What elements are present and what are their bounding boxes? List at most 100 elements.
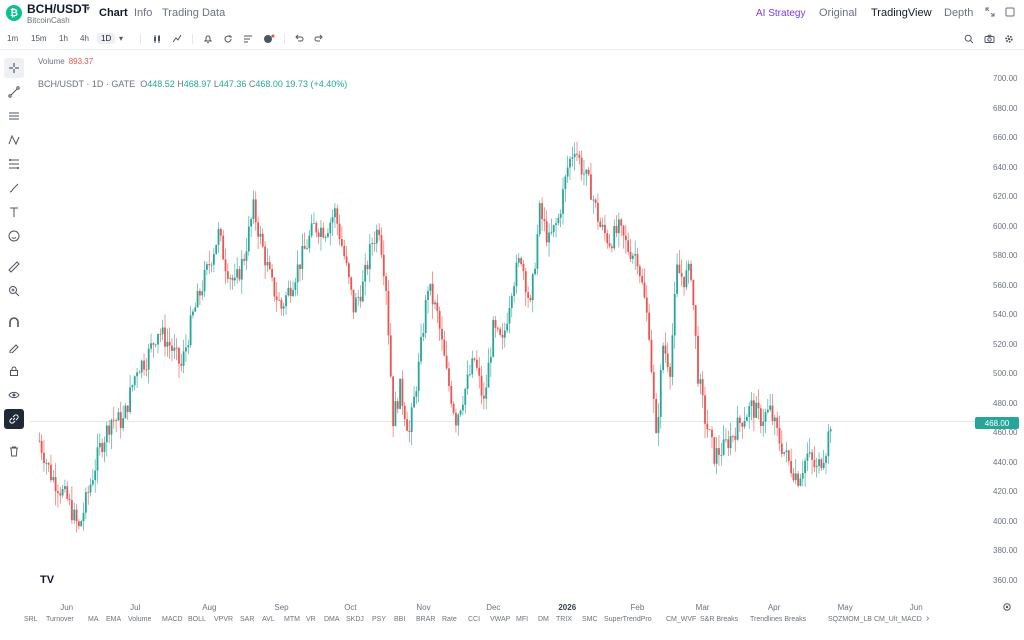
price-tick-label: 480.00 — [993, 398, 1018, 408]
tab-depth[interactable]: Depth — [944, 7, 974, 19]
indicator-ema[interactable]: EMA — [106, 616, 122, 623]
draw-lock-icon[interactable] — [4, 337, 24, 357]
redo-icon[interactable] — [313, 33, 325, 45]
indicators-icon[interactable] — [171, 33, 183, 45]
replay-icon[interactable] — [222, 33, 234, 45]
indicator-smc[interactable]: SMC — [582, 616, 598, 623]
candle-up — [173, 347, 176, 351]
indicator-sqzmom-lb[interactable]: SQZMOM_LB — [828, 616, 872, 623]
indicator-cci[interactable]: CCI — [468, 616, 481, 623]
candle-up — [564, 176, 567, 190]
template-icon[interactable] — [263, 33, 275, 45]
window-icon[interactable] — [1004, 6, 1016, 18]
indicator-ma[interactable]: MA — [88, 616, 99, 623]
candle-up — [485, 387, 488, 399]
camera-icon[interactable] — [983, 33, 995, 45]
search-icon[interactable] — [963, 33, 975, 45]
candle-up — [687, 263, 690, 271]
timeframe-1d[interactable]: 1D — [97, 33, 116, 44]
expand-icon[interactable] — [984, 6, 996, 18]
ruler-icon[interactable] — [4, 257, 24, 277]
gear-icon[interactable] — [1003, 33, 1015, 45]
chevron-down-icon[interactable]: ▾ — [86, 4, 91, 13]
candle-up — [555, 223, 557, 226]
indicator-vpvr[interactable]: VPVR — [214, 616, 234, 623]
indicator-psy[interactable]: PSY — [372, 616, 387, 623]
indicator-cm-wvf[interactable]: CM_WVF — [666, 616, 697, 623]
parallel-lines-icon[interactable] — [4, 106, 24, 126]
trash-icon[interactable] — [4, 441, 24, 461]
settings-icon[interactable] — [1002, 602, 1012, 612]
indicator-avl[interactable]: AVL — [262, 616, 275, 623]
indicator-vr[interactable]: VR — [306, 616, 316, 623]
timeframe-more-chevron-icon[interactable]: ▾ — [119, 34, 124, 43]
tab-original[interactable]: Original — [819, 7, 857, 19]
indicator-rate[interactable]: Rate — [442, 616, 457, 623]
pair-selector[interactable]: BCH/USDT — [27, 2, 89, 16]
candle-down — [278, 299, 280, 301]
indicator-macd[interactable]: MACD — [162, 616, 183, 623]
indicator-vwap[interactable]: VWAP — [490, 616, 511, 623]
candle-up — [536, 234, 539, 269]
indicator-supertrendpro[interactable]: SuperTrendPro — [604, 616, 652, 623]
tab-chart[interactable]: Chart — [99, 7, 128, 19]
brush-icon[interactable] — [4, 178, 24, 198]
indicator-trendlines-breaks[interactable]: Trendlines Breaks — [750, 616, 807, 623]
timeframe-1h[interactable]: 1h — [59, 34, 68, 43]
candle-up — [287, 287, 290, 296]
tab-trading-data[interactable]: Trading Data — [162, 7, 226, 19]
indicator-mfi[interactable]: MFI — [516, 616, 529, 623]
candle-down — [164, 327, 166, 347]
emoji-icon[interactable] — [4, 226, 24, 246]
indicator-srl[interactable]: SRL — [24, 616, 38, 623]
candles-icon[interactable] — [151, 33, 163, 45]
indicator-s-r-breaks[interactable]: S&R Breaks — [700, 616, 739, 623]
candle-up — [266, 262, 269, 266]
pattern-icon[interactable] — [4, 130, 24, 150]
candle-down — [590, 174, 592, 200]
volume-legend: Volume 893.37 — [38, 57, 93, 66]
text-icon[interactable] — [4, 202, 24, 222]
layout-icon[interactable] — [242, 33, 254, 45]
legend-o-label: O — [140, 79, 148, 89]
candle-down — [752, 400, 755, 418]
link-icon[interactable] — [4, 409, 24, 429]
lock-icon[interactable] — [4, 361, 24, 381]
candle-up — [91, 480, 94, 485]
indicator-mtm[interactable]: MTM — [284, 616, 300, 623]
magnet-icon[interactable] — [4, 313, 24, 333]
indicator-bbi[interactable]: BBI — [394, 616, 406, 623]
tab-ai-strategy[interactable]: AI Strategy — [756, 8, 806, 19]
timeframe-15m[interactable]: 15m — [31, 34, 47, 43]
indicator-volume[interactable]: Volume — [128, 616, 152, 623]
indicator-brar[interactable]: BRAR — [416, 616, 436, 623]
candle-down — [159, 334, 162, 335]
indicator-sar[interactable]: SAR — [240, 616, 255, 623]
zoom-in-icon[interactable] — [4, 281, 24, 301]
indicator-more-chevron-icon[interactable]: › — [926, 613, 930, 624]
fib-retracement-icon[interactable] — [4, 154, 24, 174]
undo-icon[interactable] — [293, 33, 305, 45]
candle-down — [403, 405, 406, 420]
indicator-turnover[interactable]: Turnover — [46, 616, 74, 623]
candle-up — [331, 217, 334, 223]
candle-up — [334, 208, 336, 218]
indicator-dma[interactable]: DMA — [324, 616, 340, 623]
candle-down — [138, 372, 141, 374]
timeframe-1m[interactable]: 1m — [7, 34, 19, 43]
indicator-boll[interactable]: BOLL — [188, 616, 206, 623]
eye-icon[interactable] — [4, 385, 24, 405]
candle-down — [811, 452, 813, 460]
indicator-trix[interactable]: TRIX — [556, 616, 572, 623]
indicator-skdj[interactable]: SKDJ — [346, 616, 364, 623]
tab-tradingview[interactable]: TradingView — [871, 7, 932, 19]
crosshair-icon[interactable] — [4, 58, 24, 78]
candle-up — [487, 362, 490, 388]
alert-icon[interactable] — [202, 33, 214, 45]
trendline-icon[interactable] — [4, 82, 24, 102]
timeframe-4h[interactable]: 4h — [80, 34, 89, 43]
indicator-dm[interactable]: DM — [538, 616, 549, 623]
tab-info[interactable]: Info — [134, 7, 153, 19]
indicator-cm-ult-macd[interactable]: CM_Ult_MACD — [874, 616, 922, 623]
